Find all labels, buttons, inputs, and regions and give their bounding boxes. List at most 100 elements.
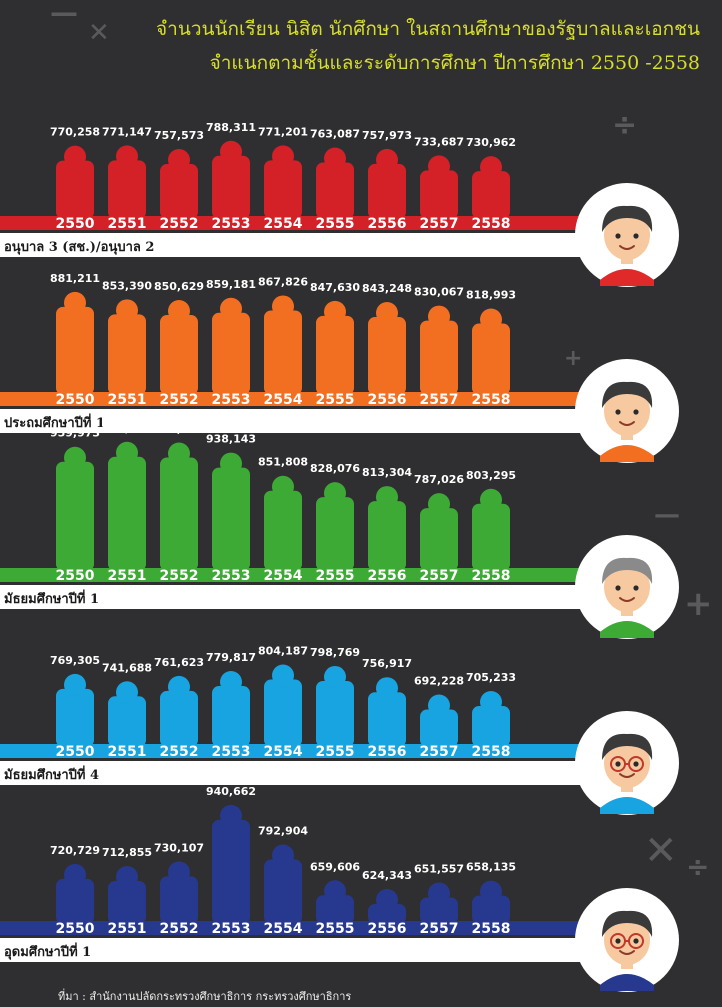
bar-2557: 787,026 2557: [414, 473, 464, 584]
person-bar-head: [220, 297, 242, 320]
person-bar-body: [316, 895, 354, 924]
x-tick-label: 2558: [472, 216, 511, 232]
data-label: 787,026: [414, 473, 464, 486]
plus-deco-icon: +: [684, 584, 713, 624]
person-bar-head: [480, 308, 502, 331]
bar-2555: 659,606 2555: [310, 860, 360, 937]
bar-2555: 763,087 2555: [310, 128, 360, 232]
bar-2556: 843,248 2556: [362, 282, 412, 408]
x-tick-label: 2558: [472, 744, 511, 760]
x-tick-label: 2556: [368, 216, 407, 232]
bar-2558: 803,295 2558: [466, 469, 516, 584]
data-label: 850,629: [154, 280, 204, 293]
axis-strip: [0, 216, 600, 230]
x-tick-label: 2552: [160, 568, 199, 584]
x-tick-label: 2550: [56, 568, 95, 584]
person-bar-head: [428, 305, 450, 328]
person-bar-body: [212, 686, 250, 747]
x-tick-label: 2553: [212, 216, 251, 232]
minus-deco-icon: —: [50, 0, 78, 29]
bar-2551: 853,390 2551: [102, 279, 152, 408]
x-tick-label: 2557: [420, 568, 459, 584]
person-bar-head: [272, 295, 294, 318]
chart-subtitle: จำแนกตามชั้นและระดับการศึกษา ปีการศึกษา …: [209, 52, 700, 74]
bar-2552: 757,573 2552: [154, 129, 204, 232]
chart-title: จำนวนนักเรียน นิสิต นักศึกษา ในสถานศึกษา…: [156, 18, 700, 40]
bar-2554: 804,187 2554: [258, 645, 308, 760]
data-label: 757,973: [362, 129, 412, 142]
data-label: 730,107: [154, 841, 204, 854]
bar-2550: 881,211 2550: [50, 272, 100, 408]
person-bar-head: [64, 673, 86, 696]
x-tick-label: 2551: [108, 921, 147, 937]
bar-2557: 733,687 2557: [414, 135, 464, 232]
multiply-deco-icon: ✕: [88, 18, 110, 48]
data-label: 730,962: [466, 136, 516, 149]
person-bar-body: [264, 490, 302, 571]
person-bar-head: [168, 675, 190, 698]
bar-2550: 959,973 2550: [50, 427, 100, 584]
bar-2556: 757,973 2556: [362, 129, 412, 232]
bar-2550: 769,305 2550: [50, 654, 100, 760]
chart-section-4: 769,305 2550 741,688 2551 761,623 2552 779,817…: [0, 538, 722, 815]
data-label: 733,687: [414, 135, 464, 148]
bar-2553: 940,662 2553: [206, 785, 256, 937]
university-student-avatar: [575, 888, 679, 992]
person-bar-head: [376, 677, 398, 700]
primary-boy-avatar: [575, 359, 679, 463]
bar-2552: 730,107 2552: [154, 841, 204, 937]
person-bar-body: [420, 320, 458, 395]
x-tick-label: 2555: [316, 392, 355, 408]
person-bar-head: [324, 300, 346, 323]
divide-deco-icon: ÷: [612, 108, 638, 143]
person-bar-body: [420, 508, 458, 571]
bar-2551: 771,147 2551: [102, 125, 152, 232]
data-label: 843,248: [362, 282, 412, 295]
person-bar-head: [168, 861, 190, 884]
person-bar-body: [264, 310, 302, 395]
bar-2553: 859,181 2553: [206, 278, 256, 408]
person-bar-body: [264, 679, 302, 747]
person-bar-body: [316, 497, 354, 571]
level-label: ประถมศึกษาปีที่ 1: [4, 416, 106, 431]
person-bar-body: [108, 160, 146, 219]
level-label-bar: มัธยมศึกษาปีที่ 1: [0, 585, 600, 609]
person-bar-body: [368, 163, 406, 219]
person-bar-body: [316, 162, 354, 219]
person-bar-head: [64, 863, 86, 886]
chart-section-5: 720,729 2550 712,855 2551 730,107 2552 940,662…: [0, 715, 722, 992]
person-bar-body: [212, 467, 250, 571]
person-bar-head: [272, 475, 294, 498]
x-tick-label: 2550: [56, 744, 95, 760]
person-bar-head: [220, 452, 242, 475]
person-bar-body: [420, 709, 458, 747]
bar-2553: 779,817 2553: [206, 651, 256, 760]
divide-deco-icon: ÷: [686, 850, 710, 883]
bar-2557: 651,557 2557: [414, 862, 464, 937]
person-bar-head: [324, 482, 346, 505]
person-bar-body: [264, 160, 302, 219]
bar-chart: 881,211 2550 853,390 2551 850,629 2552 859,181…: [0, 272, 600, 408]
x-tick-label: 2554: [264, 568, 303, 584]
x-tick-label: 2558: [472, 921, 511, 937]
x-tick-label: 2556: [368, 392, 407, 408]
x-tick-label: 2551: [108, 216, 147, 232]
data-label: 692,228: [414, 675, 464, 688]
person-bar-head: [64, 145, 86, 168]
x-tick-label: 2552: [160, 744, 199, 760]
data-label: 938,143: [206, 433, 256, 446]
person-bar-body: [472, 895, 510, 924]
x-tick-label: 2555: [316, 216, 355, 232]
x-tick-label: 2550: [56, 216, 95, 232]
multiply-deco-icon: ✕: [644, 828, 678, 874]
data-label: 859,181: [206, 278, 256, 291]
person-bar-head: [324, 880, 346, 903]
data-label: 779,817: [206, 651, 256, 664]
plus-deco-icon: +: [564, 346, 583, 371]
x-tick-label: 2552: [160, 216, 199, 232]
bar-2551: 741,688 2551: [102, 661, 152, 760]
bar-2552: 975,604 2552: [154, 423, 204, 584]
person-bar-body: [472, 706, 510, 747]
data-label: 881,211: [50, 272, 100, 285]
axis-strip: [0, 921, 600, 935]
